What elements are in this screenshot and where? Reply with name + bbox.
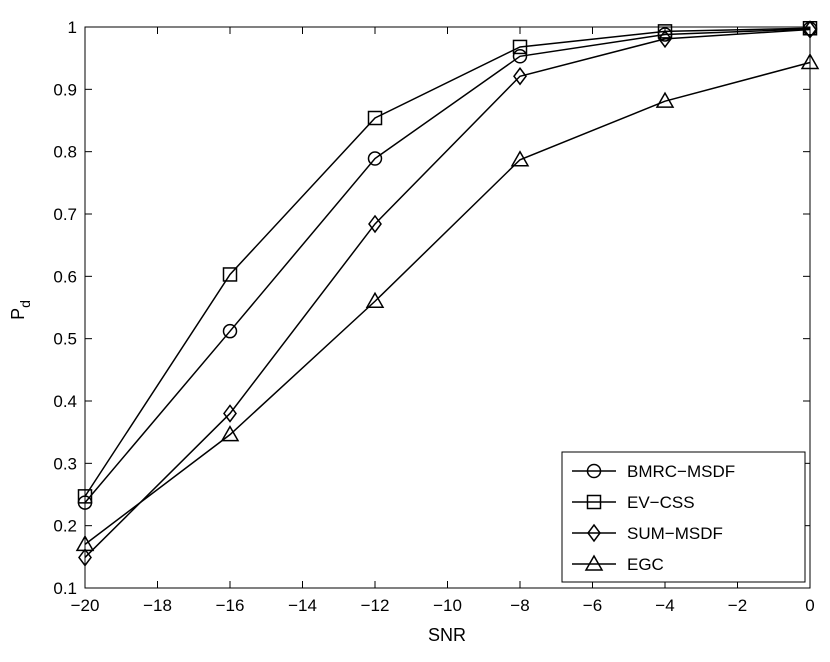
data-point-square [657,24,673,39]
data-point-triangle [510,150,530,167]
x-tick-label: −4 [655,596,674,615]
x-tick-label: −20 [71,596,100,615]
legend: BMRC−MSDF EV−CSS SUM−MSDF EGC [561,451,806,583]
data-point-circle [222,323,238,339]
series-line [84,28,811,558]
data-point-triangle [800,53,820,70]
legend-item: SUM−MSDF [572,523,723,543]
legend-label: EGC [627,555,664,574]
legend-label: BMRC−MSDF [627,462,735,481]
x-tick-label: 0 [805,596,814,615]
y-tick-label: 0.5 [53,330,77,349]
legend-label: SUM−MSDF [627,524,723,543]
x-axis: −20 −18 −16 −14 −12 −10 −8 −6 −4 −2 0 [71,27,815,615]
data-point-circle [367,151,383,166]
x-tick-label: −18 [143,596,172,615]
data-point-square [222,267,238,282]
y-tick-label: 0.3 [53,454,77,473]
data-point-triangle [655,91,675,108]
series-square [77,20,818,504]
data-point-diamond [223,404,237,423]
legend-item: EV−CSS [572,493,695,512]
legend-marker-square [586,494,602,510]
y-axis-title-subscript: d [17,300,33,308]
data-point-triangle [220,425,240,442]
x-tick-label: −10 [433,596,462,615]
series-line [84,61,811,545]
data-point-triangle [75,534,95,552]
x-tick-label: −16 [216,596,245,615]
series-layer [75,20,820,567]
y-tick-label: 0.4 [53,392,77,411]
data-point-triangle [365,291,385,309]
data-point-diamond [368,214,382,234]
legend-marker-triangle [584,554,604,571]
x-axis-title: SNR [428,625,466,645]
y-axis: 0.1 0.2 0.3 0.4 0.5 0.6 0.7 0.8 0.9 1 [53,18,810,598]
legend-item: BMRC−MSDF [572,462,735,481]
data-point-square [512,39,528,55]
series-line [84,27,811,497]
data-point-diamond [658,29,672,49]
data-point-diamond [78,548,92,567]
x-tick-label: −14 [288,596,317,615]
y-tick-label: 1 [68,18,77,37]
data-point-circle [512,49,528,64]
y-tick-label: 0.9 [53,80,77,99]
x-tick-label: −2 [728,596,747,615]
y-axis-title: Pd [8,300,33,320]
data-point-diamond [803,20,817,39]
x-tick-label: −6 [583,596,602,615]
series-triangle [75,53,820,552]
x-tick-label: −12 [361,596,390,615]
legend-item: EGC [572,554,664,574]
y-tick-label: 0.2 [53,517,77,536]
series-circle [77,21,818,510]
y-axis-title-main: P [8,308,28,320]
series-diamond [78,20,817,567]
y-tick-label: 0.7 [53,205,77,224]
data-point-square [77,489,93,504]
series-line [84,28,811,504]
x-tick-label: −8 [510,596,529,615]
legend-box [561,451,806,583]
legend-marker-circle [586,463,602,479]
data-point-diamond [513,66,527,86]
data-point-square [367,110,383,126]
y-tick-label: 0.6 [53,267,77,286]
y-tick-label: 0.1 [53,579,77,598]
y-tick-label: 0.8 [53,143,77,162]
legend-label: EV−CSS [627,493,695,512]
legend-marker-diamond [587,523,601,543]
